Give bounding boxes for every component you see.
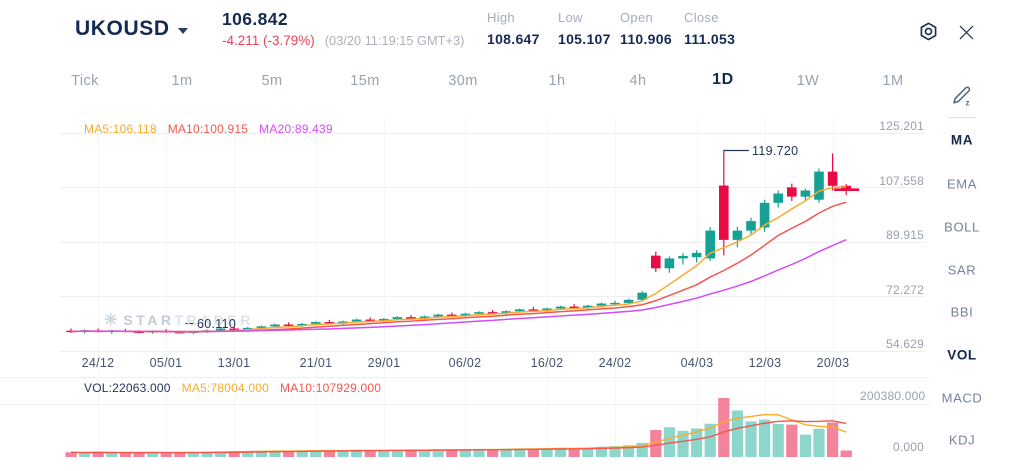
indicator-boll[interactable]: BOLL (944, 219, 980, 235)
indicator-macd[interactable]: MACD (941, 390, 983, 406)
startrader-watermark: ✳ STAR TRADER (104, 312, 254, 329)
legend-vol-ma5: MA5:78004.000 (181, 381, 270, 395)
symbol-label: UKOUSD (75, 17, 170, 40)
y-axis-label: 54.629 (886, 337, 924, 351)
sidebar-divider (948, 117, 976, 118)
indicator-vol[interactable]: VOL (947, 347, 977, 363)
x-axis-label: 29/01 (367, 356, 401, 370)
stat-low-label: Low (558, 10, 583, 25)
tab-30m[interactable]: 30m (448, 73, 478, 89)
legend-ma5: MA5:106.118 (84, 122, 157, 136)
tab-1d[interactable]: 1D (712, 71, 734, 88)
stat-close-label: Close (684, 10, 719, 25)
indicator-ma[interactable]: MA (950, 132, 974, 148)
x-axis-label: 06/02 (448, 356, 482, 370)
x-axis-label: 21/01 (299, 356, 333, 370)
tab-5m[interactable]: 5m (261, 73, 283, 89)
indicator-ema[interactable]: EMA (947, 176, 977, 192)
x-axis-label: 04/03 (680, 356, 714, 370)
x-axis-label: 13/01 (217, 356, 251, 370)
low-annotation: 60.110 (197, 317, 237, 331)
symbol-selector[interactable]: UKOUSD (75, 17, 188, 41)
edit-indicators-button[interactable]: z (950, 84, 974, 113)
x-axis-label: 20/03 (816, 356, 850, 370)
x-axis-label: 12/03 (748, 356, 782, 370)
stat-low-value: 105.107 (558, 31, 611, 47)
tab-1m-month[interactable]: 1M (882, 73, 904, 89)
close-icon (959, 25, 973, 39)
stat-open: Open 110.906 (620, 10, 672, 47)
high-annotation: 119.720 (752, 144, 799, 158)
last-price: 106.842 (222, 9, 289, 29)
x-axis-label: 16/02 (530, 356, 564, 370)
stat-close: Close 111.053 (684, 10, 735, 47)
stat-high: High 108.647 (487, 10, 540, 47)
y-axis-label: 125.201 (879, 119, 924, 133)
stat-open-label: Open (620, 10, 654, 25)
svg-text:z: z (966, 99, 970, 108)
quote-timestamp: (03/20 11:19:15 GMT+3) (324, 33, 465, 48)
legend-vol-ma10: MA10:107929.000 (280, 381, 382, 395)
stat-low: Low 105.107 (558, 10, 611, 47)
price-change: -4.211 (-3.79%) (222, 33, 315, 48)
pencil-icon: z (953, 86, 971, 108)
x-axis-label: 24/12 (81, 356, 115, 370)
indicator-sar[interactable]: SAR (947, 262, 977, 278)
stat-open-value: 110.906 (620, 31, 672, 47)
x-axis-label: 24/02 (598, 356, 632, 370)
gear-icon (920, 22, 936, 40)
indicator-kdj[interactable]: KDJ (948, 432, 976, 448)
tab-1w[interactable]: 1W (796, 73, 820, 89)
stat-high-value: 108.647 (487, 31, 540, 47)
tab-1m[interactable]: 1m (171, 73, 193, 89)
x-axis-label: 05/01 (149, 356, 183, 370)
chevron-down-icon (177, 27, 188, 34)
volume-axis-label: 0.000 (892, 440, 924, 454)
y-axis-label: 107.558 (879, 174, 924, 188)
tab-15m[interactable]: 15m (350, 73, 380, 89)
y-axis-label: 72.272 (886, 283, 924, 297)
tab-1h[interactable]: 1h (548, 73, 566, 89)
volume-axis-label: 200380.000 (860, 389, 926, 403)
settings-button[interactable] (914, 18, 942, 46)
stat-close-value: 111.053 (684, 31, 736, 47)
close-button[interactable] (952, 18, 980, 46)
legend-ma20: MA20:89.439 (259, 122, 333, 136)
tab-tick[interactable]: Tick (71, 73, 99, 89)
stat-high-label: High (487, 10, 515, 25)
tab-4h[interactable]: 4h (629, 73, 647, 89)
y-axis-label: 89.915 (886, 228, 924, 242)
star-icon: ✳ (104, 312, 118, 329)
indicator-bbi[interactable]: BBI (950, 304, 974, 320)
legend-vol: VOL:22063.000 (84, 381, 171, 395)
legend-ma10: MA10:100.915 (167, 122, 249, 136)
